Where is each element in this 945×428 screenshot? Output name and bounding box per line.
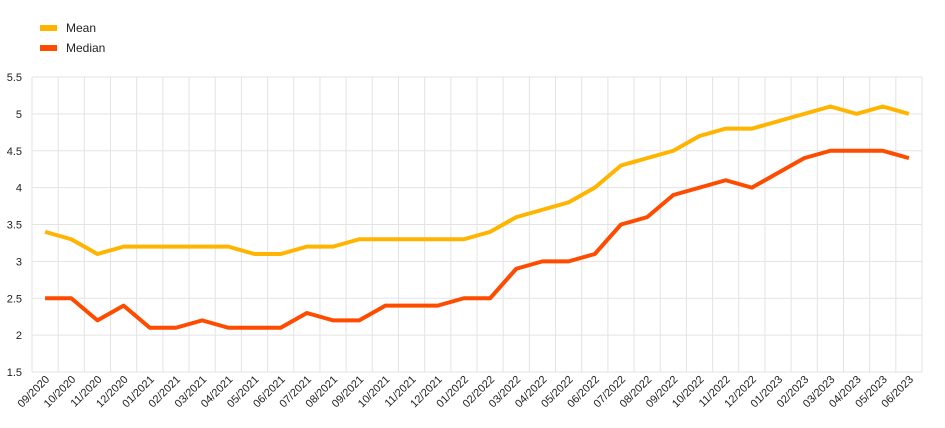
y-tick-label: 2.5 [7,293,22,305]
series-lines [44,104,910,330]
y-tick-label: 1.5 [7,367,22,379]
legend-label-mean: Mean [66,21,96,35]
y-tick-label: 3 [16,256,22,268]
series-line-median [45,148,910,330]
y-tick-label: 4.5 [7,146,22,158]
legend: Mean Median [40,21,105,55]
y-axis-ticks: 1.5 2 2.5 3 3.5 4 4.5 5 5.5 [7,72,22,379]
grid [31,76,923,373]
y-tick-label: 5.5 [7,72,22,84]
x-axis-ticks: 09/202010/202011/202012/202001/202102/20… [16,374,916,411]
series-line-mean [44,104,910,256]
y-tick-label: 5 [16,109,22,121]
legend-swatch-median [40,45,57,51]
y-tick-label: 3.5 [7,220,22,232]
legend-label-median: Median [66,41,105,55]
legend-swatch-mean [40,25,57,31]
y-tick-label: 4 [16,183,22,195]
y-tick-label: 2 [16,330,22,342]
